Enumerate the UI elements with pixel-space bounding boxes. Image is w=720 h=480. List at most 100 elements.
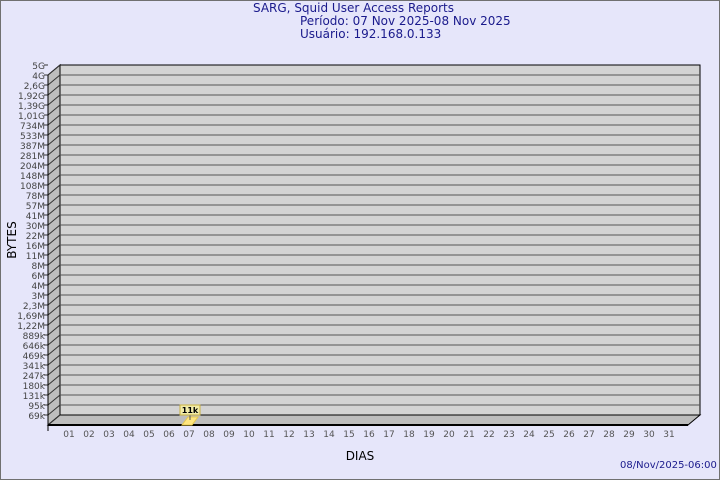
- gridline-side: [47, 124, 61, 136]
- x-tick-label: 30: [643, 430, 655, 440]
- gridline-side: [47, 84, 61, 96]
- gridline-side: [47, 154, 61, 166]
- gridline-side: [47, 344, 61, 356]
- gridline-side: [47, 234, 61, 246]
- chart-period: Período: 07 Nov 2025-08 Nov 2025: [300, 14, 511, 28]
- gridline-side: [47, 364, 61, 376]
- y-tick-label: 4G: [32, 72, 45, 82]
- x-tick-label: 23: [503, 430, 514, 440]
- gridline-side: [47, 264, 61, 276]
- data-label-box: [179, 404, 201, 416]
- bar-07: [181, 416, 199, 426]
- gridline-side: [47, 144, 61, 156]
- y-tick-label: 469k: [23, 352, 46, 362]
- gridline-side: [47, 184, 61, 196]
- y-tick-label: 646k: [23, 342, 46, 352]
- gridline-side: [47, 64, 61, 76]
- x-tick-label: 25: [543, 430, 554, 440]
- y-tick-label: 5G: [32, 62, 45, 72]
- y-tick-label: 204M: [20, 162, 45, 172]
- gridline-side: [47, 94, 61, 106]
- x-tick-label: 22: [483, 430, 494, 440]
- y-tick-label: 1,69M: [17, 312, 45, 322]
- y-tick-label: 387M: [20, 142, 45, 152]
- y-tick-label: 148M: [20, 172, 45, 182]
- y-tick-label: 78M: [26, 192, 45, 202]
- x-tick-label: 19: [423, 430, 435, 440]
- gridline-side: [47, 74, 61, 86]
- gridline-side: [47, 134, 61, 146]
- y-tick-label: 69k: [28, 412, 45, 422]
- gridline-side: [47, 174, 61, 186]
- data-label: 11k: [182, 406, 199, 415]
- gridline-side: [47, 284, 61, 296]
- y-tick-label: 2,3M: [23, 302, 45, 312]
- gridline-side: [47, 374, 61, 386]
- x-tick-label: 06: [163, 430, 175, 440]
- y-tick-label: 2,6G: [24, 82, 45, 92]
- y-tick-label: 1,01G: [18, 112, 45, 122]
- chart-title: SARG, Squid User Access Reports: [253, 1, 455, 15]
- gridline-side: [47, 354, 61, 366]
- gridline-side: [47, 314, 61, 326]
- gridline-side: [47, 304, 61, 316]
- x-tick-label: 28: [603, 430, 615, 440]
- gridline-side: [47, 114, 61, 126]
- gridline-side: [47, 394, 61, 406]
- gridline-side: [47, 244, 61, 256]
- y-tick-label: 4M: [32, 282, 46, 292]
- x-axis-title: DIAS: [346, 449, 375, 463]
- x-tick-label: 15: [343, 430, 354, 440]
- x-tick-label: 27: [583, 430, 594, 440]
- gridline-side: [47, 404, 61, 416]
- x-tick-label: 24: [523, 430, 535, 440]
- y-tick-label: 57M: [26, 202, 45, 212]
- y-tick-label: 6M: [32, 272, 46, 282]
- x-tick-label: 02: [83, 430, 94, 440]
- y-axis-title: BYTES: [5, 221, 19, 258]
- x-tick-label: 31: [663, 430, 674, 440]
- x-tick-label: 21: [463, 430, 474, 440]
- x-tick-label: 18: [403, 430, 415, 440]
- y-tick-label: 8M: [32, 262, 46, 272]
- x-tick-label: 17: [383, 430, 394, 440]
- gridline-side: [47, 204, 61, 216]
- y-tick-label: 131k: [23, 392, 46, 402]
- gridline-side: [47, 414, 61, 426]
- y-tick-label: 95k: [28, 402, 45, 412]
- gridline-side: [47, 384, 61, 396]
- x-tick-label: 11: [263, 430, 274, 440]
- chart-user: Usuário: 192.168.0.133: [300, 27, 442, 41]
- footer-timestamp: 08/Nov/2025-06:00: [620, 460, 717, 471]
- y-tick-label: 281M: [20, 152, 45, 162]
- x-tick-label: 04: [123, 430, 135, 440]
- y-tick-label: 247k: [23, 372, 46, 382]
- x-tick-label: 05: [143, 430, 154, 440]
- y-tick-label: 1,39G: [18, 102, 45, 112]
- y-tick-label: 30M: [26, 222, 45, 232]
- plot-side-wall: [47, 63, 61, 427]
- y-tick-label: 533M: [20, 132, 45, 142]
- y-tick-label: 108M: [20, 182, 45, 192]
- y-tick-label: 1,22M: [17, 322, 45, 332]
- x-tick-label: 14: [323, 430, 335, 440]
- gridline-side: [47, 194, 61, 206]
- plot-floor: [46, 414, 702, 426]
- y-tick-label: 341k: [23, 362, 46, 372]
- plot-back-wall: [59, 64, 701, 416]
- y-tick-label: 16M: [26, 242, 45, 252]
- x-tick-label: 12: [283, 430, 294, 440]
- y-tick-label: 1,92G: [18, 92, 45, 102]
- x-tick-label: 10: [243, 430, 255, 440]
- y-tick-label: 11M: [26, 252, 45, 262]
- gridline-side: [47, 214, 61, 226]
- gridline-side: [47, 224, 61, 236]
- gridline-side: [47, 274, 61, 286]
- x-tick-label: 16: [363, 430, 375, 440]
- x-tick-label: 09: [223, 430, 235, 440]
- gridline-side: [47, 334, 61, 346]
- y-tick-label: 41M: [26, 212, 45, 222]
- y-tick-label: 180k: [23, 382, 46, 392]
- gridline-side: [47, 324, 61, 336]
